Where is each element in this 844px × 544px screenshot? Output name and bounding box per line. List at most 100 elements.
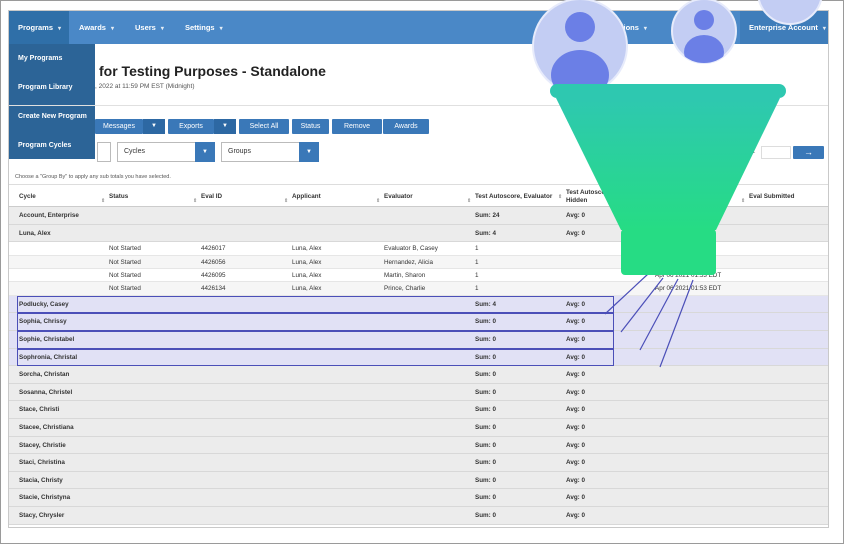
chevron-down-icon: ▼ (299, 142, 319, 162)
dropdown-item-program-library[interactable]: Program Library (18, 84, 73, 91)
status-cell: Not Started (109, 258, 141, 266)
eval-id-link[interactable]: 4426095 (201, 272, 226, 279)
sort-icon: ⇕ (376, 198, 381, 204)
table-row-group[interactable]: Sorcha, Christan Sum: 0 Avg: 0 (9, 366, 828, 384)
col-autoscore-evaluator[interactable]: ⇕ Test Autoscore, Evaluator (467, 193, 553, 204)
group-avg: Avg: 0 (566, 459, 586, 467)
applicant-cell: Luna, Alex (292, 245, 322, 253)
filter-input-partial[interactable] (97, 142, 111, 162)
table-row-group[interactable]: Stacia, Christy Sum: 0 Avg: 0 (9, 471, 828, 490)
col-eval-id[interactable]: ⇕ Eval ID (193, 193, 222, 204)
eval-submitted-cell: Apr 06 2021 01:53 EDT (655, 272, 722, 279)
col-autoscore-hidden[interactable]: ⇕ Test Autoscore Hidden (558, 189, 612, 205)
status-button[interactable]: Status (292, 119, 329, 134)
group-name: Stacee, Christiana (19, 424, 74, 431)
group-name: Sorcha, Christan (19, 371, 70, 379)
exports-menu-button[interactable]: ▼ (214, 119, 236, 134)
group-sum: Sum: 0 (475, 441, 496, 449)
page-input[interactable] (761, 146, 791, 159)
sort-icon: ⇕ (101, 198, 106, 204)
app-window: Programs ▾ Awards ▾ Users ▾ Settings ▾ tions… (8, 10, 829, 528)
highlight-outline (17, 348, 614, 367)
group-avg: Avg: 0 (566, 424, 586, 431)
programs-dropdown: My Programs Program Library Create New P… (9, 44, 95, 159)
nav-awards[interactable]: Awards ▾ (79, 11, 114, 44)
score-cell: 1 (475, 272, 479, 279)
group-avg: Avg: 0 (566, 300, 586, 308)
cycles-select[interactable]: Cycles ▼ (117, 142, 215, 162)
remove-button[interactable]: Remove (332, 119, 382, 134)
group-avg: Avg: 0 (566, 494, 586, 502)
groups-select[interactable]: Groups ▼ (221, 142, 319, 162)
caret-down-icon: ▾ (643, 26, 647, 32)
col-status[interactable]: ⇕ Status (101, 193, 128, 204)
nav-account[interactable]: Enterprise Account ▾ (749, 11, 826, 44)
nav-awards-label: Awards (79, 23, 106, 32)
nav-hidden-item[interactable]: tions ▾ (621, 11, 647, 44)
messages-menu-button[interactable]: ▼ (143, 119, 165, 134)
table-row-group[interactable]: Stacy, Chrysler Sum: 0 Avg: 0 (9, 507, 828, 525)
col-autoscore-hidden-line1: Test Autoscore (566, 189, 612, 196)
awards-button[interactable]: Awards (383, 119, 429, 134)
col-evaluator[interactable]: ⇕ Evaluator (376, 193, 413, 204)
group-name: Staci, Christina (19, 459, 65, 467)
sort-icon: ⇕ (558, 194, 563, 200)
nav-users[interactable]: Users ▾ (135, 11, 164, 44)
connector-lines (604, 273, 694, 368)
table-row-group[interactable]: Stacey, Christie Sum: 0 Avg: 0 (9, 436, 828, 455)
dropdown-item-my-programs[interactable]: My Programs (18, 55, 63, 62)
group-avg: Avg: 0 (566, 212, 586, 219)
group-avg: Avg: 0 (566, 336, 586, 343)
group-sum: Sum: 4 (475, 300, 496, 308)
col-evaluator-label: Evaluator (384, 193, 413, 200)
eval-id-link[interactable]: 4426017 (201, 245, 226, 253)
evaluator-cell: Prince, Charlie (384, 285, 426, 293)
group-avg: Avg: 0 (566, 406, 586, 414)
page-title: for Testing Purposes - Standalone (99, 63, 326, 79)
col-applicant[interactable]: ⇕ Applicant (284, 193, 321, 204)
nav-account-label: Enterprise Account (749, 23, 818, 32)
messages-button[interactable]: Messages (95, 119, 143, 134)
exports-button[interactable]: Exports (168, 119, 214, 134)
eval-id-link[interactable]: 4426134 (201, 285, 226, 293)
score-cell: 1 (475, 245, 479, 253)
evaluator-cell: Martin, Sharon (384, 272, 426, 279)
group-sum: Sum: 0 (475, 388, 496, 396)
select-all-button[interactable]: Select All (239, 119, 289, 134)
caret-down-icon: ▾ (160, 26, 164, 32)
group-name: Stacie, Christyna (19, 494, 71, 502)
table-row-group[interactable]: Stace, Christi Sum: 0 Avg: 0 (9, 401, 828, 419)
group-sum: Sum: 0 (475, 353, 496, 361)
group-name: Stacey, Christie (19, 441, 66, 449)
nav-hidden-item-label: tions (621, 23, 639, 32)
group-name: Sosanna, Christel (19, 388, 73, 396)
table-row[interactable]: Not Started 4426134 Luna, Alex Prince, Char… (9, 282, 828, 296)
dropdown-item-program-cycles[interactable]: Program Cycles (18, 142, 72, 149)
nav-programs[interactable]: Programs ▾ (9, 11, 69, 44)
table-row-group[interactable]: Stacie, Christyna Sum: 0 Avg: 0 (9, 489, 828, 507)
page-subtitle: , 2022 at 11:59 PM EST (Midnight) (95, 83, 195, 90)
table-row-group[interactable]: Sosanna, Christel Sum: 0 Avg: 0 (9, 383, 828, 402)
col-autoscore-evaluator-label: Test Autoscore, Evaluator (475, 193, 553, 200)
dropdown-item-create-new-program[interactable]: Create New Program (18, 113, 87, 120)
chevron-down-icon: ▼ (195, 142, 215, 162)
go-button[interactable]: → (793, 146, 824, 159)
arrow-right-icon: → (804, 147, 813, 157)
group-avg: Avg: 0 (566, 353, 586, 361)
caret-down-icon: ▾ (58, 26, 62, 32)
applicant-cell: Luna, Alex (292, 285, 322, 293)
eval-id-link[interactable]: 4426056 (201, 258, 226, 266)
col-cycle[interactable]: Cycle (19, 193, 36, 200)
col-eval-id-label: Eval ID (201, 193, 222, 200)
col-applicant-label: Applicant (292, 193, 321, 200)
group-name: Account, Enterprise (19, 212, 79, 219)
table-row-group[interactable]: Stacee, Christiana Sum: 0 Avg: 0 (9, 419, 828, 437)
table-row-group[interactable]: Staci, Christina Sum: 0 Avg: 0 (9, 454, 828, 472)
group-sum: Sum: 0 (475, 336, 496, 343)
col-eval-submitted[interactable]: ⇕ Eval Submitted (741, 193, 795, 204)
nav-settings[interactable]: Settings ▾ (185, 11, 223, 44)
status-cell: Not Started (109, 285, 141, 293)
group-sum: Sum: 0 (475, 424, 496, 431)
group-name: Sophronia, Christal (19, 353, 78, 361)
